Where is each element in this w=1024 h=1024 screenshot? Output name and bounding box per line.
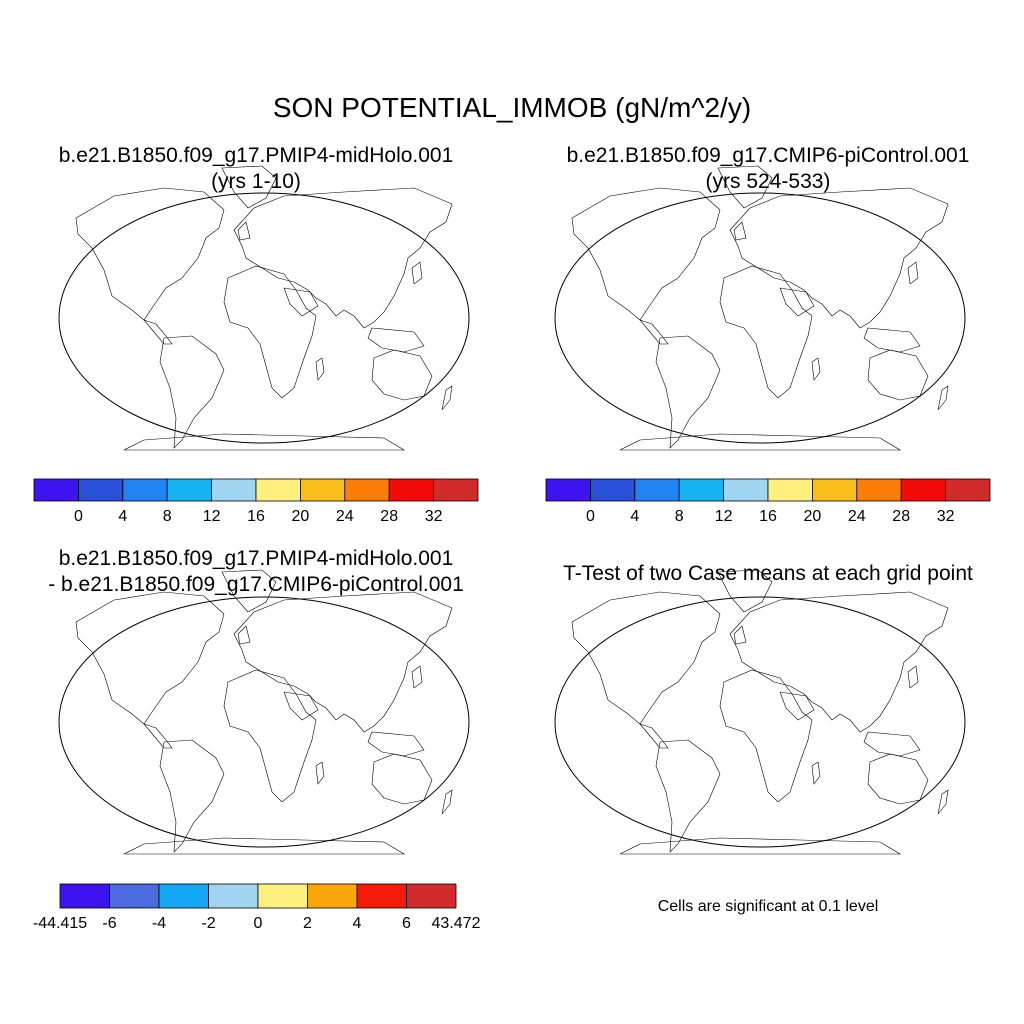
colorbar-label: 6 [402, 915, 411, 932]
colorbar-swatch [767, 478, 813, 502]
map-panel-4 [554, 569, 966, 855]
colorbar-label: 43.472 [432, 915, 481, 932]
colorbar-label: 32 [425, 508, 443, 525]
colorbar-swatch [158, 883, 209, 909]
panel-3-title-line2: - b.e21.B1850.f09_g17.CMIP6-piControl.00… [48, 573, 464, 596]
panel-4-title: T-Test of two Case means at each grid po… [563, 562, 973, 585]
colorbar-swatch [299, 478, 346, 502]
colorbar-swatch [356, 883, 407, 909]
colorbar-swatch [590, 478, 636, 502]
significance-note: Cells are significant at 0.1 level [657, 898, 879, 915]
colorbar-swatch [723, 478, 769, 502]
colorbar-swatch [166, 478, 212, 502]
colorbar-swatch [208, 883, 259, 909]
colorbar-label: 4 [630, 508, 639, 525]
colorbar-swatch [109, 883, 160, 909]
colorbar-swatch [211, 478, 257, 502]
colorbar-label: 2 [303, 915, 312, 932]
panel-2-title-line1: b.e21.B1850.f09_g17.CMIP6-piControl.001 [566, 144, 970, 167]
colorbar-label: -6 [102, 915, 116, 932]
colorbar-panel-3: -44.415 -6 -4 -2 0 2 4 6 43.472 [33, 883, 481, 932]
colorbar-label: 20 [292, 508, 310, 525]
colorbar-label: 12 [203, 508, 221, 525]
colorbar-label: 4 [353, 915, 362, 932]
colorbar-label: 28 [380, 508, 398, 525]
colorbar-panel-1: 0 4 8 12 16 20 24 28 32 [33, 478, 479, 525]
colorbar-label: 32 [937, 508, 955, 525]
colorbar-swatch [33, 478, 79, 502]
colorbar-swatch [634, 478, 680, 502]
colorbar-label: -2 [201, 915, 215, 932]
colorbar-label: 12 [715, 508, 733, 525]
main-title: SON POTENTIAL_IMMOB (gN/m^2/y) [272, 92, 752, 123]
colorbar-swatch [257, 883, 308, 909]
colorbar-label: 4 [118, 508, 127, 525]
panel-1-title-line2: (yrs 1-10) [211, 170, 301, 193]
panel-2-title: b.e21.B1850.f09_g17.CMIP6-piControl.001 … [512, 143, 1024, 195]
colorbar-panel-2: 0 4 8 12 16 20 24 28 32 [545, 478, 991, 525]
colorbar-swatch [856, 478, 902, 502]
colorbar-swatch [406, 883, 457, 909]
colorbar-swatch [945, 478, 991, 502]
colorbar-swatch [433, 478, 479, 502]
panel-3-title-line1: b.e21.B1850.f09_g17.PMIP4-midHolo.001 [58, 547, 454, 570]
map-panel-3 [58, 569, 470, 855]
colorbar-swatch [78, 478, 124, 502]
colorbar-swatch [388, 478, 435, 502]
colorbar-label: 8 [163, 508, 172, 525]
colorbar-swatch [900, 478, 947, 502]
colorbar-swatch [255, 478, 301, 502]
colorbar-label: 0 [254, 915, 263, 932]
colorbar-label: 24 [336, 508, 354, 525]
colorbar-swatch [344, 478, 390, 502]
colorbar-label: -44.415 [33, 915, 87, 932]
colorbar-label: 28 [892, 508, 910, 525]
colorbar-swatch [678, 478, 725, 502]
colorbar-label: 24 [848, 508, 866, 525]
colorbar-label: 16 [247, 508, 265, 525]
colorbar-swatch [307, 883, 358, 909]
colorbar-swatch [545, 478, 591, 502]
map-panel-1 [58, 165, 470, 451]
colorbar-label: 0 [586, 508, 595, 525]
panel-3-title: b.e21.B1850.f09_g17.PMIP4-midHolo.001 - … [0, 546, 512, 598]
colorbar-label: 16 [759, 508, 777, 525]
panel-2-title-line2: (yrs 524-533) [705, 170, 831, 193]
map-panel-2 [554, 165, 966, 451]
colorbar-label: 8 [675, 508, 684, 525]
colorbar-label: 0 [74, 508, 83, 525]
colorbar-swatch [59, 883, 110, 909]
colorbar-label: 20 [804, 508, 822, 525]
panel-1-title-line1: b.e21.B1850.f09_g17.PMIP4-midHolo.001 [58, 144, 454, 167]
colorbar-swatch [812, 478, 858, 502]
colorbar-swatch [122, 478, 168, 502]
panel-1-title: b.e21.B1850.f09_g17.PMIP4-midHolo.001 (y… [0, 143, 512, 195]
colorbar-label: -4 [152, 915, 166, 932]
